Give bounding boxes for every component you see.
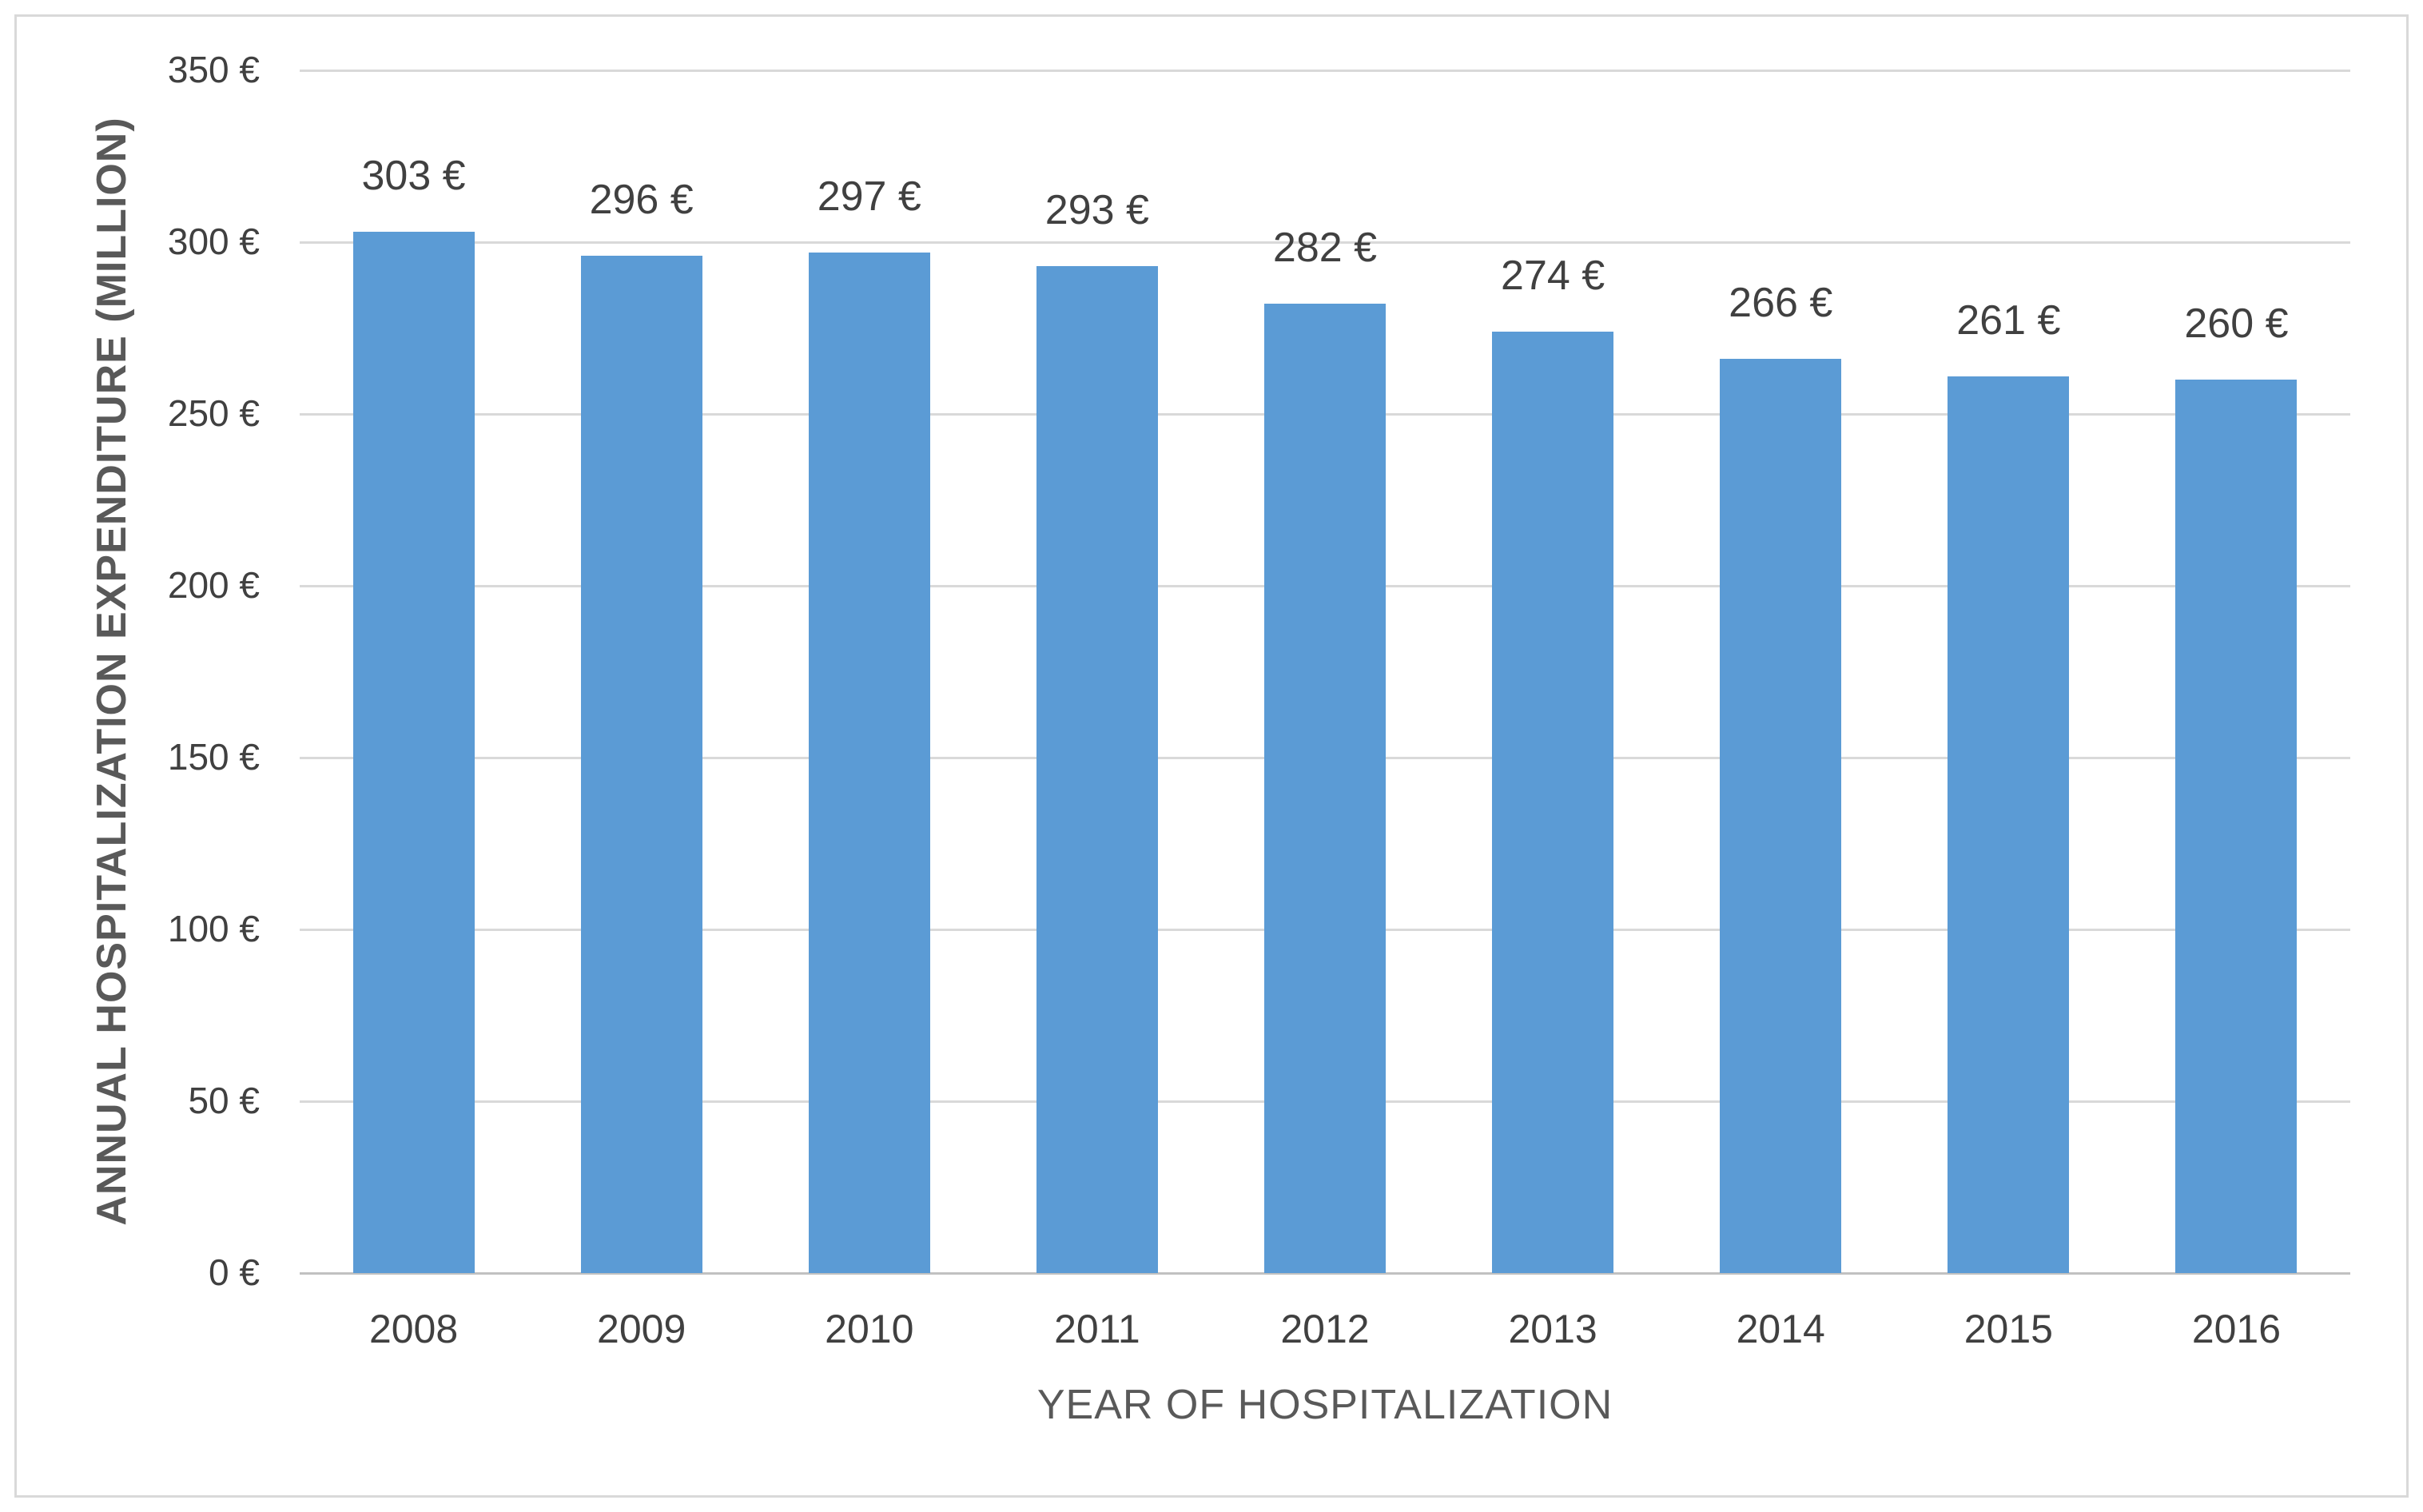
x-axis-title: YEAR OF HOSPITALIZATION	[1036, 1382, 1613, 1428]
y-axis-tick-label: 200 €	[167, 564, 260, 606]
bar-value-label: 297 €	[817, 173, 921, 220]
y-axis-tick-label: 150 €	[167, 736, 260, 778]
chart-border	[14, 14, 2409, 1498]
y-axis-tick-label: 100 €	[167, 908, 260, 949]
bar-value-label: 266 €	[1729, 280, 1833, 327]
bar-value-label: 260 €	[2184, 300, 2289, 347]
bar-2015	[1948, 376, 2070, 1273]
bar-2008	[352, 232, 475, 1273]
y-gridline	[300, 70, 2350, 72]
bar-2012	[1264, 304, 1386, 1273]
bar-value-label: 296 €	[589, 177, 694, 224]
y-axis-title: ANNUAL HOSPITALIZATION EXPENDITURE (MILL…	[89, 117, 135, 1226]
bar-2009	[580, 256, 702, 1273]
bar-2013	[1492, 331, 1614, 1273]
x-axis-category-label: 2013	[1508, 1307, 1597, 1351]
bar-value-label: 303 €	[361, 153, 466, 200]
x-axis-line	[300, 1272, 2350, 1275]
x-axis-category-label: 2014	[1736, 1307, 1825, 1351]
x-axis-category-label: 2016	[2191, 1307, 2282, 1351]
bar-value-label: 282 €	[1272, 225, 1378, 272]
bar-2010	[808, 252, 930, 1273]
bar-2016	[2175, 380, 2298, 1273]
x-axis-category-label: 2011	[1054, 1307, 1140, 1351]
y-axis-tick-label: 300 €	[167, 221, 260, 262]
y-axis-tick-label: 50 €	[188, 1080, 260, 1121]
x-axis-category-label: 2008	[368, 1307, 459, 1351]
x-axis-category-label: 2009	[597, 1307, 686, 1351]
bar-value-label: 274 €	[1501, 252, 1605, 299]
y-axis-tick-label: 0 €	[209, 1251, 260, 1293]
bar-2014	[1720, 359, 1842, 1273]
bar-2011	[1036, 266, 1158, 1273]
y-axis-tick-label: 250 €	[167, 392, 260, 434]
y-gridline	[300, 241, 2350, 244]
plot-area: 303 € 296 € 297 € 293 € 282 € 274 € 266 € 261 €…	[300, 70, 2350, 1275]
bar-value-label: 261 €	[1956, 296, 2061, 344]
y-axis-tick-label: 350 €	[167, 49, 260, 90]
x-axis-category-label: 2010	[825, 1307, 914, 1351]
x-axis-category-label: 2012	[1280, 1307, 1370, 1351]
x-axis-category-label: 2015	[1963, 1307, 2053, 1351]
bar-value-label: 293 €	[1044, 187, 1149, 234]
